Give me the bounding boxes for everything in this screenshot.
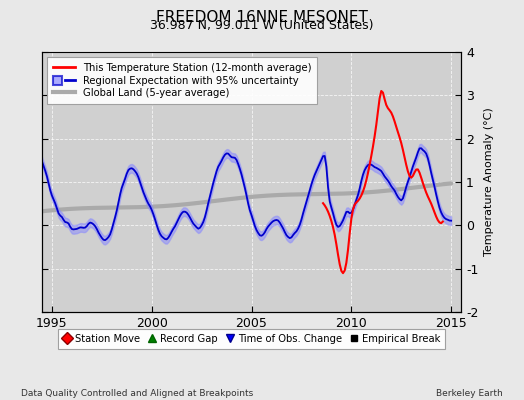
Legend: This Temperature Station (12-month average), Regional Expectation with 95% uncer: This Temperature Station (12-month avera… [47,57,318,104]
Text: Berkeley Earth: Berkeley Earth [436,389,503,398]
Text: Data Quality Controlled and Aligned at Breakpoints: Data Quality Controlled and Aligned at B… [21,389,253,398]
Y-axis label: Temperature Anomaly (°C): Temperature Anomaly (°C) [484,108,494,256]
Legend: Station Move, Record Gap, Time of Obs. Change, Empirical Break: Station Move, Record Gap, Time of Obs. C… [58,329,445,349]
Text: FREEDOM 16NNE MESONET: FREEDOM 16NNE MESONET [156,10,368,25]
Text: 36.987 N, 99.011 W (United States): 36.987 N, 99.011 W (United States) [150,19,374,32]
